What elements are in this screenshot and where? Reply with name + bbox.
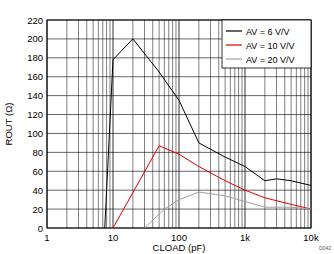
legend-swatch [226, 44, 242, 45]
y-tick-label: 200 [27, 33, 43, 44]
y-tick-label: 100 [27, 128, 43, 139]
y-tick-label: 20 [32, 204, 43, 215]
x-tick-label: 1k [240, 232, 250, 243]
minor-grid [102, 20, 103, 228]
minor-grid [152, 20, 153, 228]
x-grid [179, 20, 180, 228]
y-grid [47, 133, 311, 134]
series-line [144, 192, 311, 228]
y-axis-title: ROUT (Ω) [3, 103, 14, 146]
minor-grid [78, 20, 79, 228]
y-tick-label: 80 [32, 147, 43, 158]
y-tick-label: 40 [32, 185, 43, 196]
y-tick-label: 60 [32, 166, 43, 177]
y-grid [47, 76, 311, 77]
minor-grid [93, 20, 94, 228]
plot-frame [47, 20, 311, 228]
y-grid [47, 209, 311, 210]
y-grid [47, 95, 311, 96]
minor-grid [132, 20, 133, 228]
legend-label: AV = 6 V/V [246, 27, 290, 37]
legend-box [222, 20, 311, 68]
legend-label: AV = 20 V/V [246, 55, 295, 65]
y-tick-label: 0 [38, 223, 43, 234]
y-grid [47, 114, 311, 115]
x-axis-title: CLOAD (pF) [153, 242, 206, 253]
y-grid [47, 190, 311, 191]
x-tick-label: 1 [44, 232, 49, 243]
x-tick-label: 10k [303, 232, 319, 243]
y-tick-label: 160 [27, 71, 43, 82]
minor-grid [218, 20, 219, 228]
legend-swatch [226, 30, 242, 31]
y-tick-label: 140 [27, 90, 43, 101]
minor-grid [175, 20, 176, 228]
series-line [113, 146, 311, 228]
minor-grid [210, 20, 211, 228]
minor-grid [144, 20, 145, 228]
minor-grid [172, 20, 173, 228]
y-grid [47, 171, 311, 172]
figure-code: D042 [319, 245, 331, 251]
minor-grid [86, 20, 87, 228]
minor-grid [98, 20, 99, 228]
y-tick-label: 120 [27, 109, 43, 120]
chart: 1101001k10k02040608010012014016018020022… [0, 0, 334, 254]
x-grid [113, 20, 114, 228]
minor-grid [159, 20, 160, 228]
y-tick-label: 180 [27, 52, 43, 63]
y-grid [47, 152, 311, 153]
minor-grid [168, 20, 169, 228]
y-tick-label: 220 [27, 15, 43, 26]
minor-grid [164, 20, 165, 228]
minor-grid [198, 20, 199, 228]
x-tick-label: 10 [108, 232, 119, 243]
minor-grid [66, 20, 67, 228]
legend-label: AV = 10 V/V [246, 41, 295, 51]
legend-swatch [226, 58, 242, 59]
